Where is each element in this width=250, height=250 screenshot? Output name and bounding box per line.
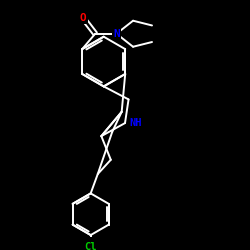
Text: NH: NH xyxy=(129,118,142,128)
Text: Cl: Cl xyxy=(84,242,97,250)
Text: N: N xyxy=(113,29,120,39)
Text: O: O xyxy=(80,13,87,23)
